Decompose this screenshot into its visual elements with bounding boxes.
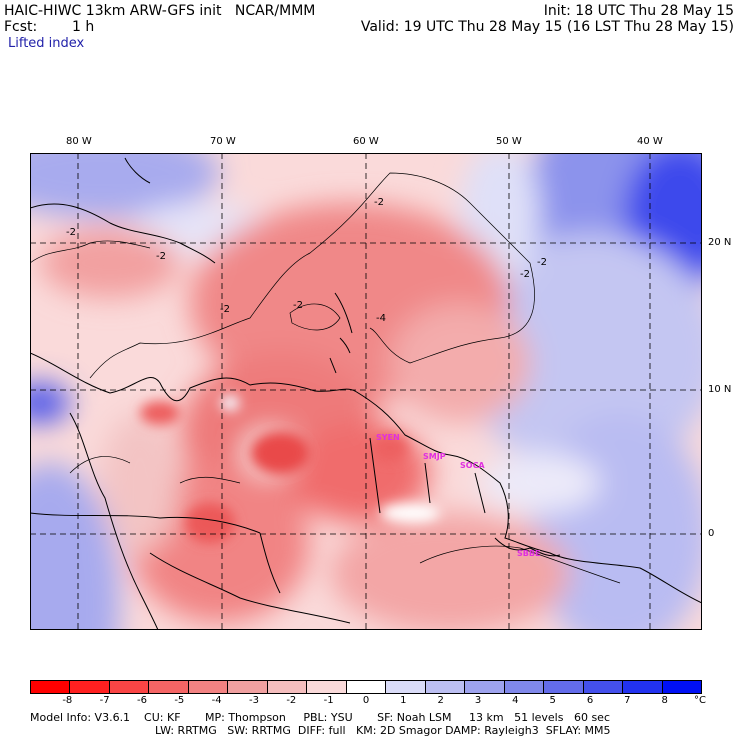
colorbar-segment (386, 681, 426, 693)
colorbar-segment (267, 681, 308, 693)
lon-label-40w: 40 W (637, 136, 663, 147)
contour-label: -4 (376, 313, 386, 324)
colorbar-segment (623, 681, 663, 693)
lon-label-70w: 70 W (210, 136, 236, 147)
contour-label: -2 (374, 197, 384, 208)
colorbar (30, 680, 702, 694)
colorbar-segment (583, 681, 624, 693)
contour-label: -2 (537, 257, 547, 268)
model-info-line2: LW: RRTMG SW: RRTMG DIFF: full KM: 2D Sm… (155, 724, 611, 737)
valid-time: Valid: 19 UTC Thu 28 May 15 (16 LST Thu … (360, 19, 734, 35)
fcst-label: Fcst: (4, 19, 38, 35)
station-label-smjp: SMJP (423, 452, 446, 461)
colorbar-segment (544, 681, 584, 693)
colorbar-tick-label: 1 (400, 695, 407, 706)
colorbar-segment (228, 681, 268, 693)
contour-lines (30, 172, 621, 584)
colorbar-tick-label: 8 (661, 695, 668, 706)
colorbar-tick-label: 5 (549, 695, 556, 706)
colorbar-segment (307, 681, 347, 693)
colorbar-tick-label: 6 (586, 695, 594, 706)
colorbar-tick-label: -5 (174, 695, 185, 706)
lon-label-50w: 50 W (496, 136, 522, 147)
model-title: HAIC-HIWC 13km ARW-GFS init NCAR/MMM (4, 3, 316, 19)
colorbar-segment (149, 681, 189, 693)
lifted-index-map: -2 -2 -2 -2 -2 -4 -2 -2 SYEN SMJP SOCA S… (30, 153, 702, 630)
contour-label: -2 (220, 304, 230, 315)
colorbar-segment (70, 681, 110, 693)
map-frame (30, 153, 702, 630)
colorbar-tick-label: 2 (437, 695, 444, 706)
colorbar-segment (662, 681, 701, 693)
station-label-group: SYEN SMJP SOCA SBBE (376, 433, 540, 558)
colorbar-segment (109, 681, 150, 693)
colorbar-segment (346, 681, 387, 693)
colorbar-tick-label: -2 (286, 695, 297, 706)
contour-label: -2 (293, 300, 303, 311)
contour-label: -2 (66, 227, 76, 238)
contour-label-group: -2 -2 -2 -2 -2 -4 -2 -2 (66, 197, 547, 324)
colorbar-segment (188, 681, 229, 693)
lat-label-0: 0 (708, 528, 715, 539)
colorbar-tick-label: -8 (62, 695, 73, 706)
colorbar-tick-label: -7 (99, 695, 110, 706)
colorbar-segment (31, 681, 71, 693)
init-time: Init: 18 UTC Thu 28 May 15 (543, 3, 734, 19)
lat-label-10n: 10 N (708, 384, 732, 395)
colorbar-segment (504, 681, 545, 693)
colorbar-tick-label: 7 (624, 695, 631, 706)
field-detail (140, 395, 440, 543)
field-shading (30, 153, 702, 630)
colorbar-segment (425, 681, 466, 693)
colorbar-tick-label: 3 (474, 695, 482, 706)
lat-label-20n: 20 N (708, 237, 732, 248)
colorbar-tick-label: -6 (137, 695, 147, 706)
fcst-value: 1 h (72, 19, 95, 35)
coastlines (30, 157, 702, 630)
contour-label: -2 (520, 269, 530, 280)
field-name: Lifted index (8, 36, 85, 51)
colorbar-tick-label: -3 (249, 695, 259, 706)
lon-label-80w: 80 W (66, 136, 92, 147)
model-info-line1: Model Info: V3.6.1 CU: KF MP: Thompson P… (30, 711, 610, 724)
colorbar-segment (465, 681, 505, 693)
colorbar-tick-label: 4 (512, 695, 519, 706)
contour-label: -2 (156, 251, 166, 262)
colorbar-unit: °C (694, 695, 706, 706)
colorbar-tick-label: 0 (362, 695, 370, 706)
colorbar-tick-label: -1 (323, 695, 334, 706)
lon-label-60w: 60 W (353, 136, 379, 147)
colorbar-tick-label: -4 (211, 695, 222, 706)
station-label-sbbe: SBBE (517, 549, 540, 558)
lat-lon-grid (30, 153, 702, 630)
station-label-syen: SYEN (376, 433, 400, 442)
station-label-soca: SOCA (460, 461, 485, 470)
